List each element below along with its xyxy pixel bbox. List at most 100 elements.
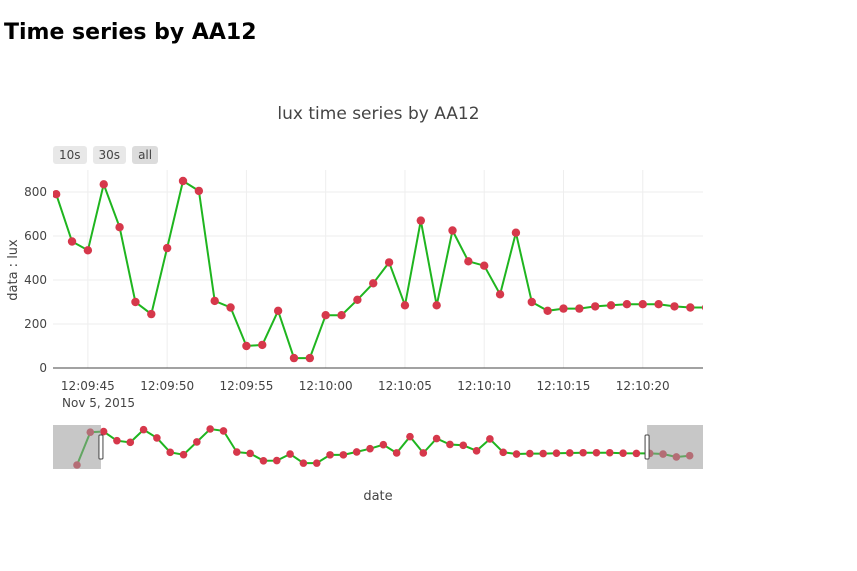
range-slider-point: [166, 448, 175, 457]
data-point[interactable]: [543, 306, 552, 315]
range-slider-point: [99, 427, 108, 436]
range-slider-point: [312, 459, 321, 467]
data-point[interactable]: [258, 340, 267, 350]
range-button-all[interactable]: all: [132, 146, 159, 164]
range-selector: 10s 30s all: [53, 146, 159, 164]
range-slider-point: [153, 434, 161, 442]
range-slider-point: [392, 449, 401, 457]
data-point[interactable]: [194, 186, 204, 196]
data-point[interactable]: [210, 296, 219, 306]
data-point[interactable]: [162, 243, 172, 253]
range-slider-point: [339, 451, 348, 459]
range-slider-point: [126, 438, 135, 447]
range-button-10s[interactable]: 10s: [53, 146, 87, 164]
y-axis-ticks: 0 200 400 600 800: [24, 185, 47, 375]
data-point[interactable]: [83, 246, 93, 255]
data-point[interactable]: [353, 295, 362, 304]
range-button-30s[interactable]: 30s: [92, 146, 127, 164]
data-point[interactable]: [432, 301, 441, 310]
range-slider-point: [432, 434, 441, 443]
data-point[interactable]: [52, 190, 61, 199]
date-label: Nov 5, 2015: [62, 396, 135, 410]
y-tick-label: 400: [24, 273, 47, 287]
range-slider[interactable]: [53, 425, 703, 469]
data-point[interactable]: [622, 300, 632, 309]
x-tick-label: 12:10:00: [299, 379, 353, 393]
range-slider-point: [605, 448, 614, 457]
range-slider-point: [499, 448, 508, 457]
data-point[interactable]: [226, 303, 235, 312]
range-slider-point: [526, 449, 534, 458]
data-point[interactable]: [701, 303, 710, 311]
range-slider-point: [246, 449, 254, 458]
data-point[interactable]: [115, 223, 124, 232]
range-slider-point: [272, 456, 281, 465]
range-slider-point: [219, 427, 228, 435]
range-slider-point: [472, 447, 481, 455]
data-point[interactable]: [321, 311, 330, 320]
range-slider-handle-right[interactable]: [644, 434, 650, 460]
x-tick-label: 12:09:45: [61, 379, 115, 393]
data-point[interactable]: [575, 304, 584, 313]
data-point[interactable]: [448, 226, 457, 235]
x-tick-label: 12:10:20: [616, 379, 670, 393]
range-slider-point: [352, 448, 361, 456]
data-point[interactable]: [178, 176, 188, 186]
data-point[interactable]: [590, 302, 600, 311]
data-point[interactable]: [337, 311, 346, 320]
x-tick-label: 12:09:50: [140, 379, 194, 393]
data-point[interactable]: [369, 279, 378, 288]
data-point[interactable]: [495, 290, 505, 299]
data-point[interactable]: [527, 297, 536, 307]
range-slider-point: [193, 438, 201, 446]
range-slider-mask-right: [647, 425, 703, 469]
data-point[interactable]: [686, 303, 695, 312]
data-point[interactable]: [606, 301, 616, 310]
data-point[interactable]: [289, 353, 299, 363]
range-slider-point: [379, 440, 388, 449]
data-point[interactable]: [273, 306, 283, 315]
y-tick-label: 800: [24, 185, 47, 199]
range-slider-point: [592, 448, 601, 457]
x-tick-label: 12:10:10: [457, 379, 511, 393]
range-slider-point: [406, 432, 414, 441]
data-point[interactable]: [416, 216, 426, 225]
range-slider-point: [619, 449, 627, 457]
range-slider-mask-left: [53, 425, 101, 469]
data-point[interactable]: [400, 301, 410, 310]
series-line: [53, 179, 703, 360]
data-point[interactable]: [638, 300, 647, 309]
data-point[interactable]: [480, 261, 489, 270]
range-slider-point: [286, 450, 294, 458]
y-tick-label: 0: [39, 361, 47, 375]
data-point[interactable]: [305, 353, 315, 363]
x-axis-title: date: [363, 489, 392, 504]
data-point[interactable]: [131, 297, 140, 307]
grid-lines: [53, 170, 703, 368]
data-point[interactable]: [67, 237, 77, 246]
data-point[interactable]: [511, 228, 521, 237]
x-tick-label: 12:10:15: [537, 379, 591, 393]
chart-title: lux time series by AA12: [277, 104, 480, 124]
data-point[interactable]: [654, 300, 663, 309]
data-point[interactable]: [384, 258, 394, 267]
data-point[interactable]: [464, 257, 473, 266]
range-slider-point: [632, 449, 641, 458]
range-slider-point: [206, 425, 214, 433]
range-slider-handle-left[interactable]: [98, 434, 104, 460]
range-slider-point: [139, 425, 148, 434]
range-slider-point: [539, 449, 547, 458]
data-point[interactable]: [670, 302, 679, 311]
range-slider-point: [486, 435, 494, 443]
x-tick-label: 12:09:55: [219, 379, 273, 393]
range-slider-point: [446, 440, 454, 449]
range-slider-point: [366, 444, 374, 453]
data-point[interactable]: [147, 309, 156, 319]
data-point[interactable]: [559, 304, 568, 313]
range-slider-point: [233, 448, 241, 456]
range-slider-point: [113, 436, 121, 445]
data-point[interactable]: [242, 341, 251, 351]
x-tick-label: 12:10:05: [378, 379, 432, 393]
data-point[interactable]: [99, 180, 108, 189]
